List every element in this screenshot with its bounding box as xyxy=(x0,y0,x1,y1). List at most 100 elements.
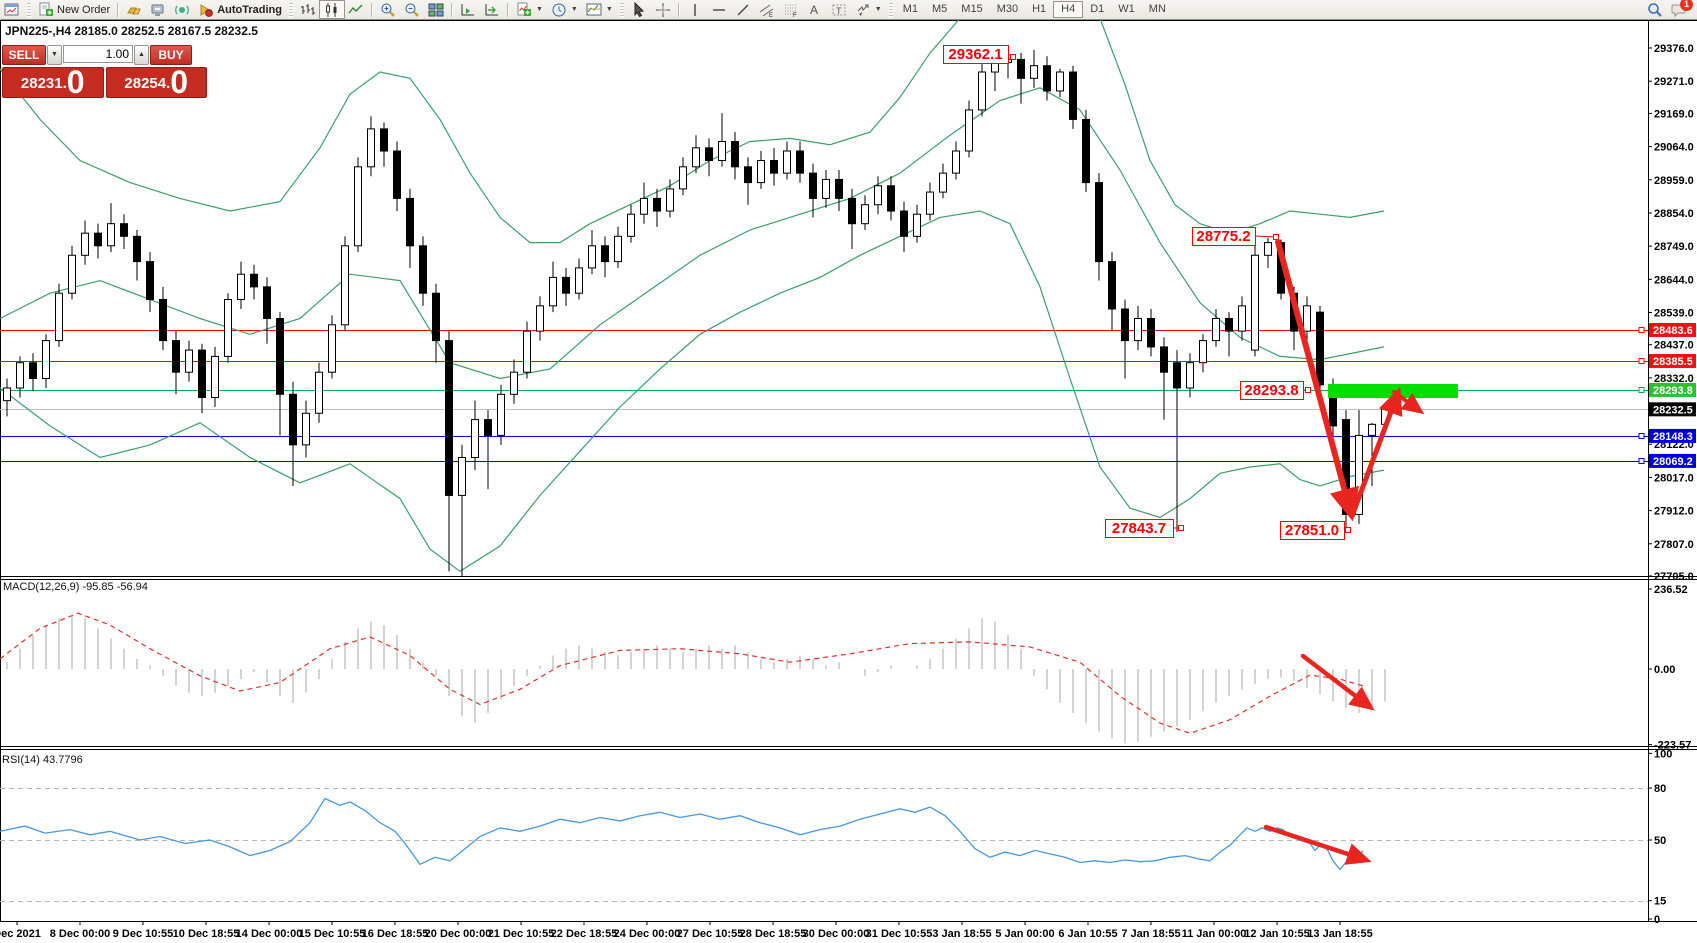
trend-arrow[interactable] xyxy=(1300,653,1375,711)
horizontal-line-tool-icon[interactable] xyxy=(707,1,731,18)
hline-handle[interactable] xyxy=(1638,387,1645,393)
trend-arrow[interactable] xyxy=(1275,239,1359,522)
templates-dropdown-icon[interactable]: ▼ xyxy=(605,6,613,13)
macd-pane[interactable] xyxy=(0,612,1386,744)
hline-handle[interactable] xyxy=(1638,327,1645,333)
timeframe-button-m30[interactable]: M30 xyxy=(996,3,1019,15)
timeframe-button-w1[interactable]: W1 xyxy=(1118,3,1135,15)
price-label-box[interactable] xyxy=(1192,227,1256,246)
toolbar: New Order AutoTrading ▼ ▼ ▼ E F A T ▼ M1… xyxy=(0,0,1697,20)
rsi-pane[interactable] xyxy=(0,788,1648,902)
candlestick-icon[interactable] xyxy=(318,0,345,19)
autotrading-button[interactable]: AutoTrading xyxy=(194,1,286,18)
candle-87 xyxy=(1134,317,1142,342)
candle-14 xyxy=(185,349,193,373)
volume-increase-button[interactable]: ▲ xyxy=(134,45,149,65)
svg-text:-223.57: -223.57 xyxy=(1654,740,1691,752)
indicators-button[interactable]: ▼ xyxy=(512,1,547,18)
hline-handle[interactable] xyxy=(1638,433,1645,439)
svg-text:0.00: 0.00 xyxy=(1654,664,1675,676)
periods-button[interactable]: ▼ xyxy=(547,1,582,18)
price-axis[interactable]: 29376.0 29271.0 29169.0 29064.0 28959.0 28854… xyxy=(1648,43,1696,926)
line-chart-icon[interactable] xyxy=(344,1,368,18)
arrows-dropdown-icon[interactable]: ▼ xyxy=(874,6,882,13)
auto-scroll-icon[interactable] xyxy=(480,1,504,18)
timeframe-button-m1[interactable]: M1 xyxy=(902,3,918,15)
hline-handle[interactable] xyxy=(1638,458,1645,464)
cursor-tool-icon[interactable] xyxy=(627,1,651,18)
hline-handle[interactable] xyxy=(1638,358,1645,364)
candle-80 xyxy=(1043,65,1051,92)
crosshair-tool-icon[interactable] xyxy=(651,1,675,18)
volume-decrease-button[interactable]: ▼ xyxy=(47,45,62,65)
publisher-icon[interactable] xyxy=(146,1,170,18)
timeframe-button-d1[interactable]: D1 xyxy=(1090,3,1105,15)
candle-49 xyxy=(640,197,648,215)
trend-arrow[interactable] xyxy=(1263,824,1372,865)
candle-66 xyxy=(861,204,869,225)
candle-74 xyxy=(965,109,973,152)
price-tag-28232.5 xyxy=(1649,402,1696,417)
timeframe-button-h4[interactable]: H4 xyxy=(1053,1,1084,18)
indicators-dropdown-icon[interactable]: ▼ xyxy=(535,6,543,13)
gold-bars-icon[interactable] xyxy=(122,1,146,18)
svg-text:50: 50 xyxy=(1654,835,1666,847)
candle-69 xyxy=(900,210,908,237)
price-label-box[interactable] xyxy=(1240,381,1304,400)
price-label-box[interactable] xyxy=(1105,519,1174,538)
candle-72 xyxy=(939,172,947,193)
buy-price-panel[interactable]: 28254. 0 xyxy=(105,67,207,98)
volume-input[interactable] xyxy=(63,45,133,63)
candle-24 xyxy=(315,371,323,414)
buy-button[interactable]: BUY xyxy=(150,45,192,65)
trend-arrow[interactable] xyxy=(1349,386,1403,519)
text-tool-icon[interactable]: A xyxy=(803,1,827,18)
candle-101 xyxy=(1316,311,1324,386)
arrows-tool-button[interactable]: ▼ xyxy=(851,1,886,18)
signal-icon[interactable] xyxy=(170,1,194,18)
zoom-in-icon[interactable] xyxy=(376,1,400,18)
vertical-line-tool-icon[interactable] xyxy=(683,1,707,18)
templates-button[interactable]: ▼ xyxy=(582,1,617,18)
time-label: 9 Dec 10:55 xyxy=(113,928,174,940)
time-label: 7 Jan 18:55 xyxy=(1121,928,1180,940)
trend-arrow[interactable] xyxy=(1392,390,1425,415)
candle-58 xyxy=(757,159,765,184)
trendline-tool-icon[interactable] xyxy=(731,1,755,18)
svg-text:E: E xyxy=(769,13,773,18)
price-label-box[interactable] xyxy=(943,45,1009,64)
price-label-box[interactable] xyxy=(1280,521,1345,540)
candle-95 xyxy=(1238,305,1246,332)
candle-25 xyxy=(328,324,336,373)
periods-dropdown-icon[interactable]: ▼ xyxy=(570,6,578,13)
tile-windows-icon[interactable] xyxy=(424,1,448,18)
sell-price-panel[interactable]: 28231. 0 xyxy=(2,67,104,98)
candle-34 xyxy=(445,340,453,496)
timeframe-button-h1[interactable]: H1 xyxy=(1032,3,1047,15)
bollinger-upper-band xyxy=(0,20,1385,244)
search-icon[interactable] xyxy=(1647,2,1663,18)
price-label-text: 27851.0 xyxy=(1285,522,1339,539)
macd-signal-line xyxy=(0,612,1364,734)
bar-chart-icon[interactable] xyxy=(296,1,320,18)
candle-60 xyxy=(783,150,791,174)
timeframe-button-m5[interactable]: M5 xyxy=(932,3,948,15)
timeframe-button-m15[interactable]: M15 xyxy=(961,3,983,15)
chart-window-icon[interactable] xyxy=(0,1,24,18)
candle-73 xyxy=(952,150,960,174)
chart-shift-icon[interactable] xyxy=(456,1,480,18)
svg-text:28332.0: 28332.0 xyxy=(1654,373,1694,385)
zoom-out-icon[interactable] xyxy=(400,1,424,18)
candle-97 xyxy=(1264,242,1272,256)
timeframe-button-mn[interactable]: MN xyxy=(1148,3,1166,15)
sell-button[interactable]: SELL xyxy=(2,45,46,65)
channel-tool-icon[interactable]: E xyxy=(755,1,779,18)
new-order-button[interactable]: New Order xyxy=(34,1,114,18)
text-label-tool-icon[interactable]: T xyxy=(827,1,851,18)
candle-83 xyxy=(1082,118,1090,184)
fibonacci-tool-icon[interactable]: F xyxy=(779,1,803,18)
svg-text:100: 100 xyxy=(1654,748,1672,760)
notifications-button[interactable]: 1 xyxy=(1671,0,1693,18)
